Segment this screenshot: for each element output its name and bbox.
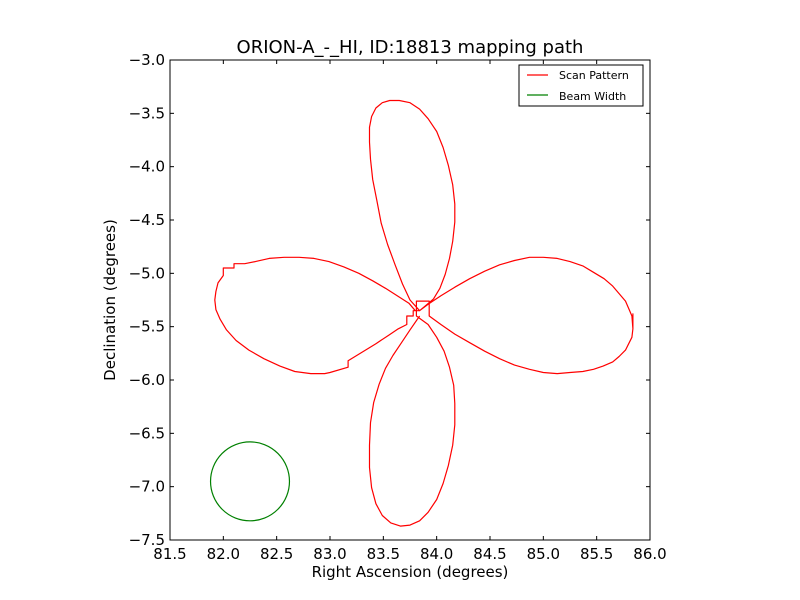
x-axis-label: Right Ascension (degrees) [312, 563, 509, 581]
x-tick-label: 83.0 [313, 545, 346, 563]
x-tick-label: 85.0 [527, 545, 560, 563]
x-tick-label: 84.5 [473, 545, 506, 563]
plot-area [169, 59, 651, 541]
y-axis-label: Declination (degrees) [101, 219, 119, 381]
y-tick-label: −6.0 [129, 371, 165, 389]
series-layer [209, 99, 634, 527]
chart-title: ORION-A_-_HI, ID:18813 mapping path [237, 37, 584, 58]
legend-box [518, 64, 644, 107]
legend-label-scan-pattern: Scan Pattern [559, 69, 629, 82]
x-tick-label: 86.0 [633, 545, 666, 563]
x-tick-label: 81.5 [153, 545, 186, 563]
legend-label-beam-width: Beam Width [559, 90, 626, 103]
y-tick-label: −5.0 [129, 264, 165, 282]
x-tick-label: 82.0 [207, 545, 240, 563]
y-tick-label: −3.5 [129, 104, 165, 122]
plot-frame [169, 59, 651, 541]
y-tick-label: −7.0 [129, 478, 165, 496]
y-tick-label: −7.5 [129, 531, 165, 549]
y-tick-label: −5.5 [129, 318, 165, 336]
x-tick-label: 85.5 [580, 545, 613, 563]
y-tick-label: −4.5 [129, 211, 165, 229]
y-tick-label: −3.0 [129, 51, 165, 69]
x-tick-label: 84.0 [420, 545, 453, 563]
y-tick-labels: −3.0 −3.5 −4.0 −4.5 −5.0 −5.5 −6.0 −6.5 −7.0 −7.5 [129, 51, 165, 549]
x-tick-label: 83.5 [367, 545, 400, 563]
x-tick-labels: 81.5 82.0 82.5 83.0 83.5 84.0 84.5 85.0 85.5 86.0 [153, 545, 666, 563]
beam-width-circle [209, 441, 291, 522]
x-tick-label: 82.5 [260, 545, 293, 563]
y-tick-label: −6.5 [129, 424, 165, 442]
y-tick-label: −4.0 [129, 158, 165, 176]
legend: Scan Pattern Beam Width [518, 64, 644, 107]
scan-pattern-line [214, 99, 634, 527]
